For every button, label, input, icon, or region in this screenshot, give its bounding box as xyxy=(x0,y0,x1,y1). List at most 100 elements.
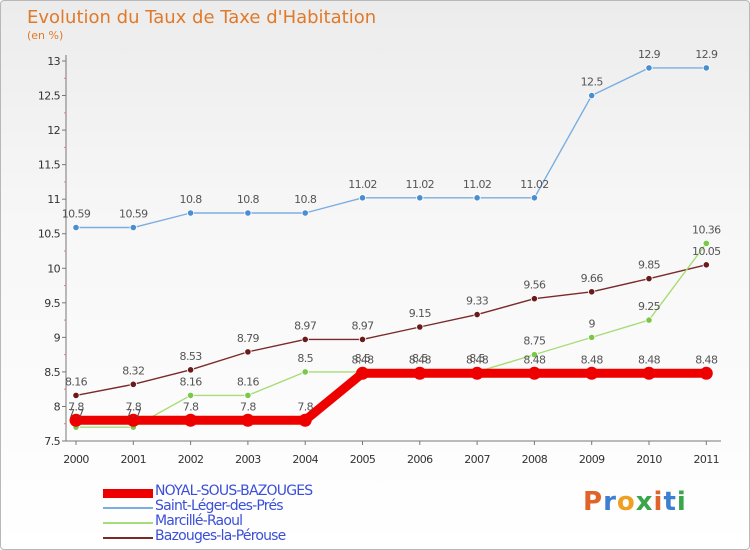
y-tick-label: 9.5 xyxy=(44,297,60,310)
data-point xyxy=(301,209,309,217)
data-label: 8.48 xyxy=(581,353,604,366)
data-point xyxy=(645,316,653,324)
data-point xyxy=(588,91,596,100)
data-point xyxy=(358,335,367,344)
data-point xyxy=(187,366,195,374)
y-tick-label: 12.5 xyxy=(38,90,61,103)
x-tick-label: 2010 xyxy=(636,453,662,466)
data-point xyxy=(244,209,252,217)
data-point xyxy=(473,194,481,202)
data-label: 10.8 xyxy=(237,193,260,206)
data-label: 10.59 xyxy=(119,208,148,221)
y-tick-label: 10.5 xyxy=(38,228,61,241)
y-tick-label: 8 xyxy=(54,400,61,413)
data-label: 8.48 xyxy=(695,353,718,366)
data-point xyxy=(126,413,140,427)
logo-letter: i xyxy=(676,487,687,517)
data-point xyxy=(530,295,539,303)
legend-label: Marcillé-Raoul xyxy=(155,513,243,529)
data-point xyxy=(129,223,137,232)
series-line xyxy=(75,67,707,229)
legend-label: NOYAL-SOUS-BAZOUGES xyxy=(155,483,313,499)
data-point xyxy=(588,333,596,341)
data-label: 8.75 xyxy=(523,335,546,348)
data-label: 12.9 xyxy=(638,48,661,61)
data-label: 11.02 xyxy=(463,178,492,191)
logo-letter: i xyxy=(653,487,664,517)
x-tick-label: 2009 xyxy=(579,453,605,466)
data-point xyxy=(187,209,195,217)
data-label: 7.7 xyxy=(125,407,141,420)
x-tick-label: 2000 xyxy=(63,453,89,466)
data-point xyxy=(301,335,309,344)
data-point xyxy=(244,348,252,356)
data-label: 7.8 xyxy=(240,400,256,413)
data-label: 11.02 xyxy=(348,178,377,191)
x-tick-label: 2008 xyxy=(522,453,548,466)
legend-swatch xyxy=(103,522,153,524)
logo-letter: x xyxy=(635,487,654,517)
data-label: 8.5 xyxy=(355,352,371,365)
data-label: 7.8 xyxy=(297,400,313,413)
data-point xyxy=(642,366,656,380)
series-line xyxy=(75,242,707,428)
data-label: 9.25 xyxy=(638,300,661,313)
series-line xyxy=(71,368,711,425)
data-label: 10.8 xyxy=(180,193,203,206)
logo-letter: P xyxy=(583,487,604,517)
data-point xyxy=(356,366,369,380)
data-label: 8.16 xyxy=(180,375,203,388)
chart-legend: NOYAL-SOUS-BAZOUGES Saint-Léger-des-Prés M… xyxy=(103,483,403,545)
x-tick-label: 2007 xyxy=(464,453,490,466)
y-tick-label: 12 xyxy=(47,124,60,137)
data-point xyxy=(241,413,255,427)
legend-item: NOYAL-SOUS-BAZOUGES xyxy=(103,483,403,500)
data-label: 8.53 xyxy=(180,350,203,363)
data-label: 8.79 xyxy=(237,332,260,345)
data-point xyxy=(298,413,312,427)
x-tick-label: 2002 xyxy=(178,453,204,466)
data-point xyxy=(470,366,484,380)
data-label: 8.32 xyxy=(122,364,144,377)
data-label: 11.02 xyxy=(406,178,435,191)
x-tick-label: 2006 xyxy=(407,453,433,466)
data-label: 8.48 xyxy=(409,353,432,366)
legend-label: Bazouges-la-Pérouse xyxy=(155,528,286,544)
data-point xyxy=(645,275,653,283)
legend-swatch xyxy=(103,488,153,498)
x-tick-label: 2003 xyxy=(235,453,261,466)
y-tick-label: 11 xyxy=(47,193,60,206)
data-point xyxy=(645,64,653,72)
data-point xyxy=(530,194,539,202)
data-label: 7.8 xyxy=(125,400,141,413)
data-point xyxy=(72,223,80,232)
data-label: 8.97 xyxy=(294,319,317,332)
x-tick-label: 2011 xyxy=(693,453,719,466)
data-label: 10.05 xyxy=(692,245,721,258)
data-point xyxy=(416,194,424,202)
data-label: 7.7 xyxy=(68,407,84,420)
data-label: 8.5 xyxy=(297,352,313,365)
data-point xyxy=(358,194,367,202)
data-label: 8.5 xyxy=(412,352,428,365)
data-label: 9.15 xyxy=(409,307,432,320)
data-point xyxy=(699,366,713,380)
data-point xyxy=(413,366,427,380)
data-label: 8.16 xyxy=(237,375,260,388)
data-point xyxy=(244,391,252,399)
y-tick-label: 10 xyxy=(47,262,60,275)
y-tick-label: 13 xyxy=(47,55,60,68)
data-label: 11.02 xyxy=(520,178,549,191)
y-tick-label: 8.5 xyxy=(44,366,60,379)
proxiti-logo: Proxiti xyxy=(583,487,687,517)
legend-item: Saint-Léger-des-Prés xyxy=(103,498,403,515)
y-tick-label: 7.5 xyxy=(44,435,60,448)
data-point xyxy=(473,310,481,319)
data-label: 8.16 xyxy=(65,375,88,388)
legend-swatch xyxy=(103,537,153,539)
data-point xyxy=(72,391,80,399)
data-label: 9.66 xyxy=(581,272,604,285)
chart-unit-label: (en %) xyxy=(27,29,64,42)
